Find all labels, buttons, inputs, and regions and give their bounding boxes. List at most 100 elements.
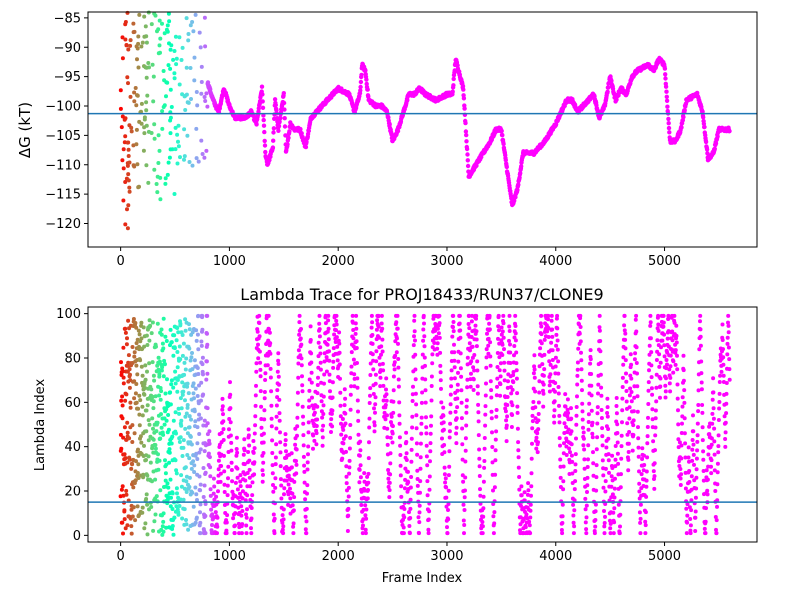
dg-point — [139, 121, 144, 126]
lambda-point — [438, 363, 443, 368]
lambda-point — [187, 425, 192, 430]
lambda-point — [580, 417, 585, 422]
dg-point — [516, 182, 521, 187]
lambda-point — [615, 422, 620, 427]
lambda-point — [611, 510, 616, 515]
dg-point — [187, 160, 192, 164]
lambda-point — [173, 458, 178, 463]
lambda-point — [190, 490, 195, 495]
lambda-point — [529, 493, 533, 498]
lambda-point — [225, 513, 230, 518]
lambda-points — [118, 313, 732, 537]
lambda-point — [559, 528, 564, 532]
lambda-point — [127, 436, 132, 441]
lambda-point — [715, 504, 719, 509]
lambda-point — [436, 331, 441, 336]
lambda-point — [711, 416, 716, 421]
lambda-point — [633, 317, 638, 322]
lambda-point — [273, 455, 278, 460]
lambda-point — [298, 353, 303, 358]
lambda-point — [398, 443, 403, 448]
lambda-point — [309, 380, 314, 385]
lambda-point — [682, 431, 687, 436]
dg-point — [135, 57, 139, 62]
lambda-point — [472, 368, 477, 373]
lambda-point — [301, 433, 306, 438]
lambda-point — [714, 527, 718, 532]
lambda-point — [387, 480, 392, 485]
lambda-point — [277, 411, 282, 416]
lambda-point — [221, 427, 226, 432]
lambda-point — [374, 359, 379, 364]
lambda-point — [265, 363, 270, 368]
lambda-point — [724, 391, 729, 396]
lambda-point — [173, 381, 178, 386]
lambda-point — [397, 435, 402, 440]
lambda-point — [429, 398, 434, 403]
lambda-point — [338, 390, 343, 395]
lambda-point — [404, 440, 409, 444]
lambda-point — [459, 400, 464, 405]
dg-point — [609, 78, 614, 83]
lambda-point — [600, 443, 605, 448]
lambda-point — [182, 486, 187, 491]
lambda-point — [259, 404, 264, 409]
lambda-point — [196, 401, 201, 406]
lambda-point — [198, 416, 203, 421]
lambda-point — [140, 373, 145, 378]
dg-point — [176, 144, 181, 149]
lambda-point — [204, 359, 209, 364]
dg-point — [183, 108, 188, 112]
lambda-point — [690, 438, 695, 442]
lambda-point — [493, 437, 498, 442]
lambda-point — [295, 424, 300, 429]
dg-point — [666, 121, 671, 126]
lambda-point — [283, 432, 288, 437]
lambda-point — [541, 404, 546, 409]
lambda-point — [550, 334, 555, 339]
lambda-point — [227, 427, 231, 432]
dg-point — [452, 68, 457, 73]
dg-point — [142, 34, 147, 39]
lambda-point — [207, 441, 212, 446]
lambda-point — [339, 421, 343, 426]
lambda-point — [140, 413, 145, 418]
lambda-point — [423, 363, 427, 368]
lambda-point — [401, 531, 406, 536]
lambda-point — [468, 348, 472, 353]
lambda-point — [496, 336, 500, 341]
dg-point — [142, 131, 147, 136]
lambda-point — [203, 531, 208, 536]
lambda-point — [132, 354, 137, 359]
lambda-point — [272, 516, 277, 521]
lambda-point — [182, 507, 187, 512]
lambda-point — [222, 453, 226, 458]
lambda-point — [164, 407, 169, 412]
dg-point — [172, 192, 177, 196]
lambda-point — [600, 434, 605, 439]
lambda-point — [613, 457, 618, 462]
lambda-point — [258, 360, 263, 365]
dg-point — [144, 75, 149, 80]
lambda-point — [426, 527, 431, 532]
lambda-point — [568, 450, 572, 455]
lambda-point — [384, 392, 389, 397]
lambda-point — [484, 365, 489, 370]
lambda-point — [358, 439, 363, 444]
lambda-point — [488, 363, 493, 368]
lambda-point — [508, 350, 513, 355]
dg-point — [200, 152, 205, 156]
lambda-point — [608, 521, 613, 526]
lambda-point — [137, 393, 142, 398]
lambda-point — [555, 347, 560, 352]
lambda-point — [273, 476, 278, 481]
lambda-point — [139, 364, 144, 369]
lambda-point — [303, 497, 308, 502]
lambda-point — [170, 527, 175, 531]
lambda-point — [661, 324, 666, 329]
lambda-point — [675, 382, 680, 387]
lambda-point — [356, 432, 361, 437]
lambda-point — [505, 395, 510, 399]
dg-point — [276, 123, 282, 129]
lambda-point — [418, 490, 422, 495]
